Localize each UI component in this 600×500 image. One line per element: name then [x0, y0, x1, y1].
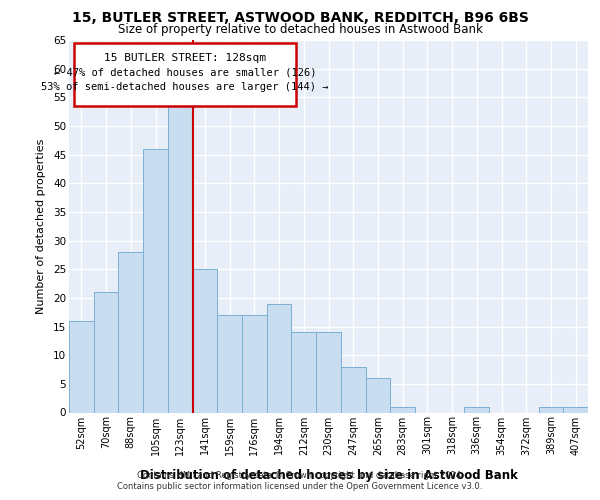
Bar: [94, 292, 118, 412]
Bar: [390, 407, 415, 412]
Bar: [267, 304, 292, 412]
Bar: [563, 407, 588, 412]
Bar: [341, 366, 365, 412]
Text: ← 47% of detached houses are smaller (126): ← 47% of detached houses are smaller (12…: [54, 68, 316, 78]
FancyBboxPatch shape: [74, 43, 296, 106]
Bar: [242, 315, 267, 412]
Text: Size of property relative to detached houses in Astwood Bank: Size of property relative to detached ho…: [118, 22, 482, 36]
Bar: [193, 269, 217, 412]
Bar: [292, 332, 316, 412]
Bar: [365, 378, 390, 412]
Bar: [539, 407, 563, 412]
Text: 53% of semi-detached houses are larger (144) →: 53% of semi-detached houses are larger (…: [41, 82, 329, 92]
Text: Contains HM Land Registry data © Crown copyright and database right 2024.: Contains HM Land Registry data © Crown c…: [137, 471, 463, 480]
Bar: [217, 315, 242, 412]
Text: 15 BUTLER STREET: 128sqm: 15 BUTLER STREET: 128sqm: [104, 52, 266, 62]
Y-axis label: Number of detached properties: Number of detached properties: [36, 138, 46, 314]
Text: Contains public sector information licensed under the Open Government Licence v3: Contains public sector information licen…: [118, 482, 482, 491]
Bar: [69, 321, 94, 412]
Bar: [143, 149, 168, 412]
X-axis label: Distribution of detached houses by size in Astwood Bank: Distribution of detached houses by size …: [140, 468, 517, 481]
Bar: [316, 332, 341, 412]
Bar: [168, 103, 193, 412]
Text: 15, BUTLER STREET, ASTWOOD BANK, REDDITCH, B96 6BS: 15, BUTLER STREET, ASTWOOD BANK, REDDITC…: [71, 11, 529, 25]
Bar: [464, 407, 489, 412]
Bar: [118, 252, 143, 412]
